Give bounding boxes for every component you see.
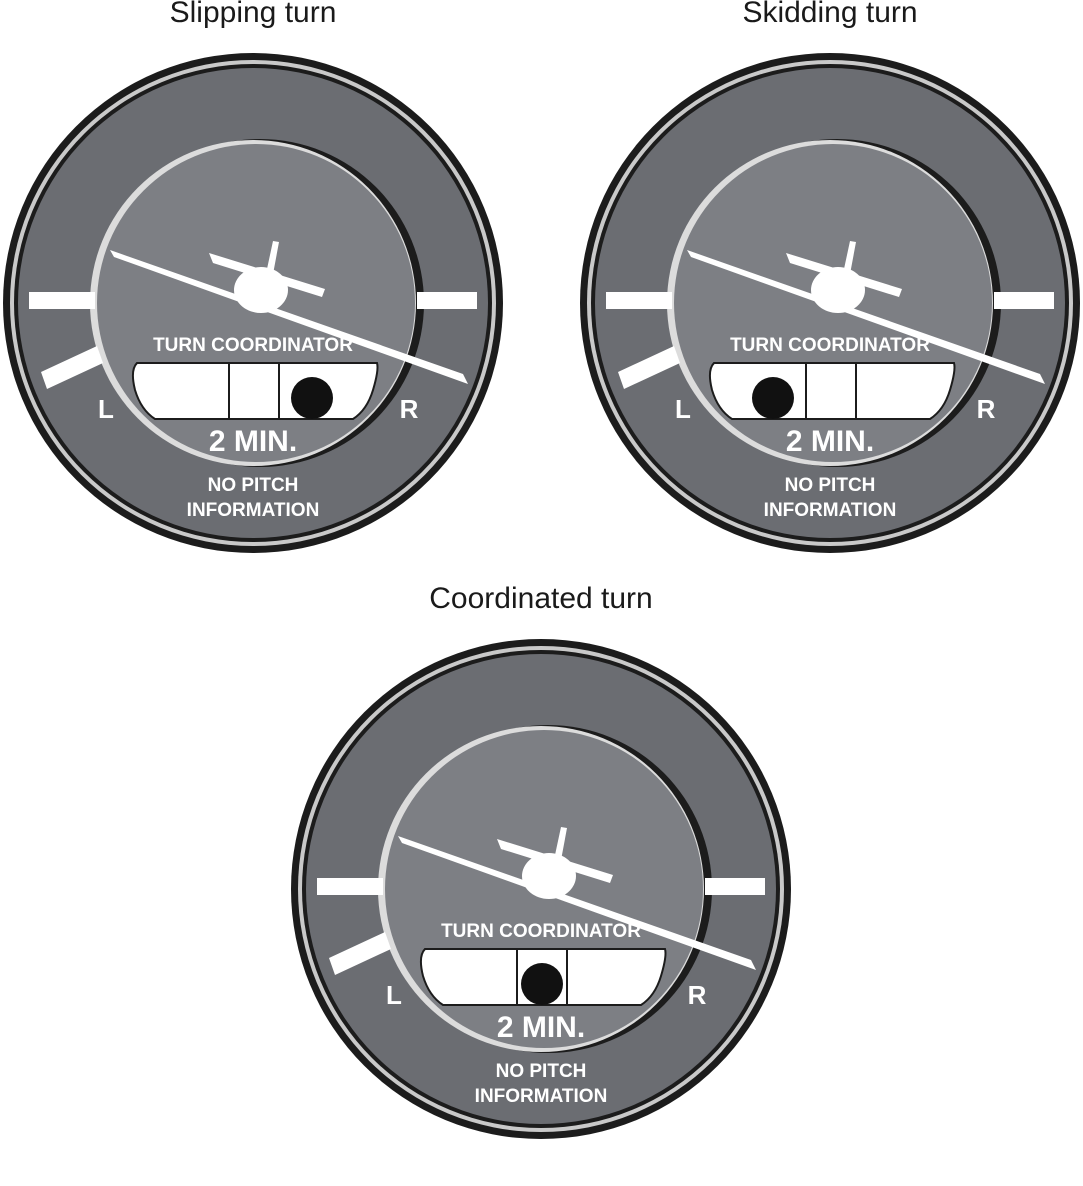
turn-coordinator-label: TURN COORDINATOR	[153, 335, 353, 356]
inclinometer	[419, 948, 667, 1006]
turn-coordinator-label: TURN COORDINATOR	[730, 335, 930, 356]
caption-coordinated-turn: Coordinated turn	[429, 582, 653, 615]
turn-coordinator-slipping: TURN COORDINATOR L R 2 MIN. NO PITCH INF…	[3, 53, 503, 553]
inclinometer-ball	[521, 963, 563, 1005]
no-pitch-line2: INFORMATION	[764, 500, 897, 521]
airplane-symbol	[398, 827, 756, 970]
inclinometer-ball	[752, 377, 794, 419]
left-turn-label: L	[675, 394, 691, 424]
no-pitch-line1: NO PITCH	[785, 475, 876, 496]
no-pitch-line1: NO PITCH	[208, 475, 299, 496]
right-turn-label: R	[977, 394, 996, 424]
right-turn-label: R	[400, 394, 419, 424]
turn-coordinator-skidding: TURN COORDINATOR L R 2 MIN. NO PITCH INF…	[580, 53, 1080, 553]
inclinometer	[708, 362, 956, 420]
rate-label: 2 MIN.	[209, 425, 297, 458]
bank-index-marks	[29, 292, 477, 389]
airplane-symbol	[110, 241, 468, 384]
right-turn-label: R	[688, 980, 707, 1010]
rate-label: 2 MIN.	[786, 425, 874, 458]
rate-label: 2 MIN.	[497, 1011, 585, 1044]
no-pitch-line2: INFORMATION	[187, 500, 320, 521]
turn-coordinator-coordinated: TURN COORDINATOR L R 2 MIN. NO PITCH INF…	[291, 639, 791, 1139]
airplane-symbol	[687, 241, 1045, 384]
no-pitch-line2: INFORMATION	[475, 1086, 608, 1107]
bank-index-marks	[606, 292, 1054, 389]
caption-slipping-turn: Slipping turn	[169, 0, 337, 29]
caption-skidding-turn: Skidding turn	[742, 0, 918, 29]
no-pitch-line1: NO PITCH	[496, 1061, 587, 1082]
left-turn-label: L	[98, 394, 114, 424]
turn-coordinator-label: TURN COORDINATOR	[441, 921, 641, 942]
bank-index-marks	[317, 878, 765, 975]
left-turn-label: L	[386, 980, 402, 1010]
inclinometer	[131, 362, 379, 420]
inclinometer-ball	[291, 377, 333, 419]
